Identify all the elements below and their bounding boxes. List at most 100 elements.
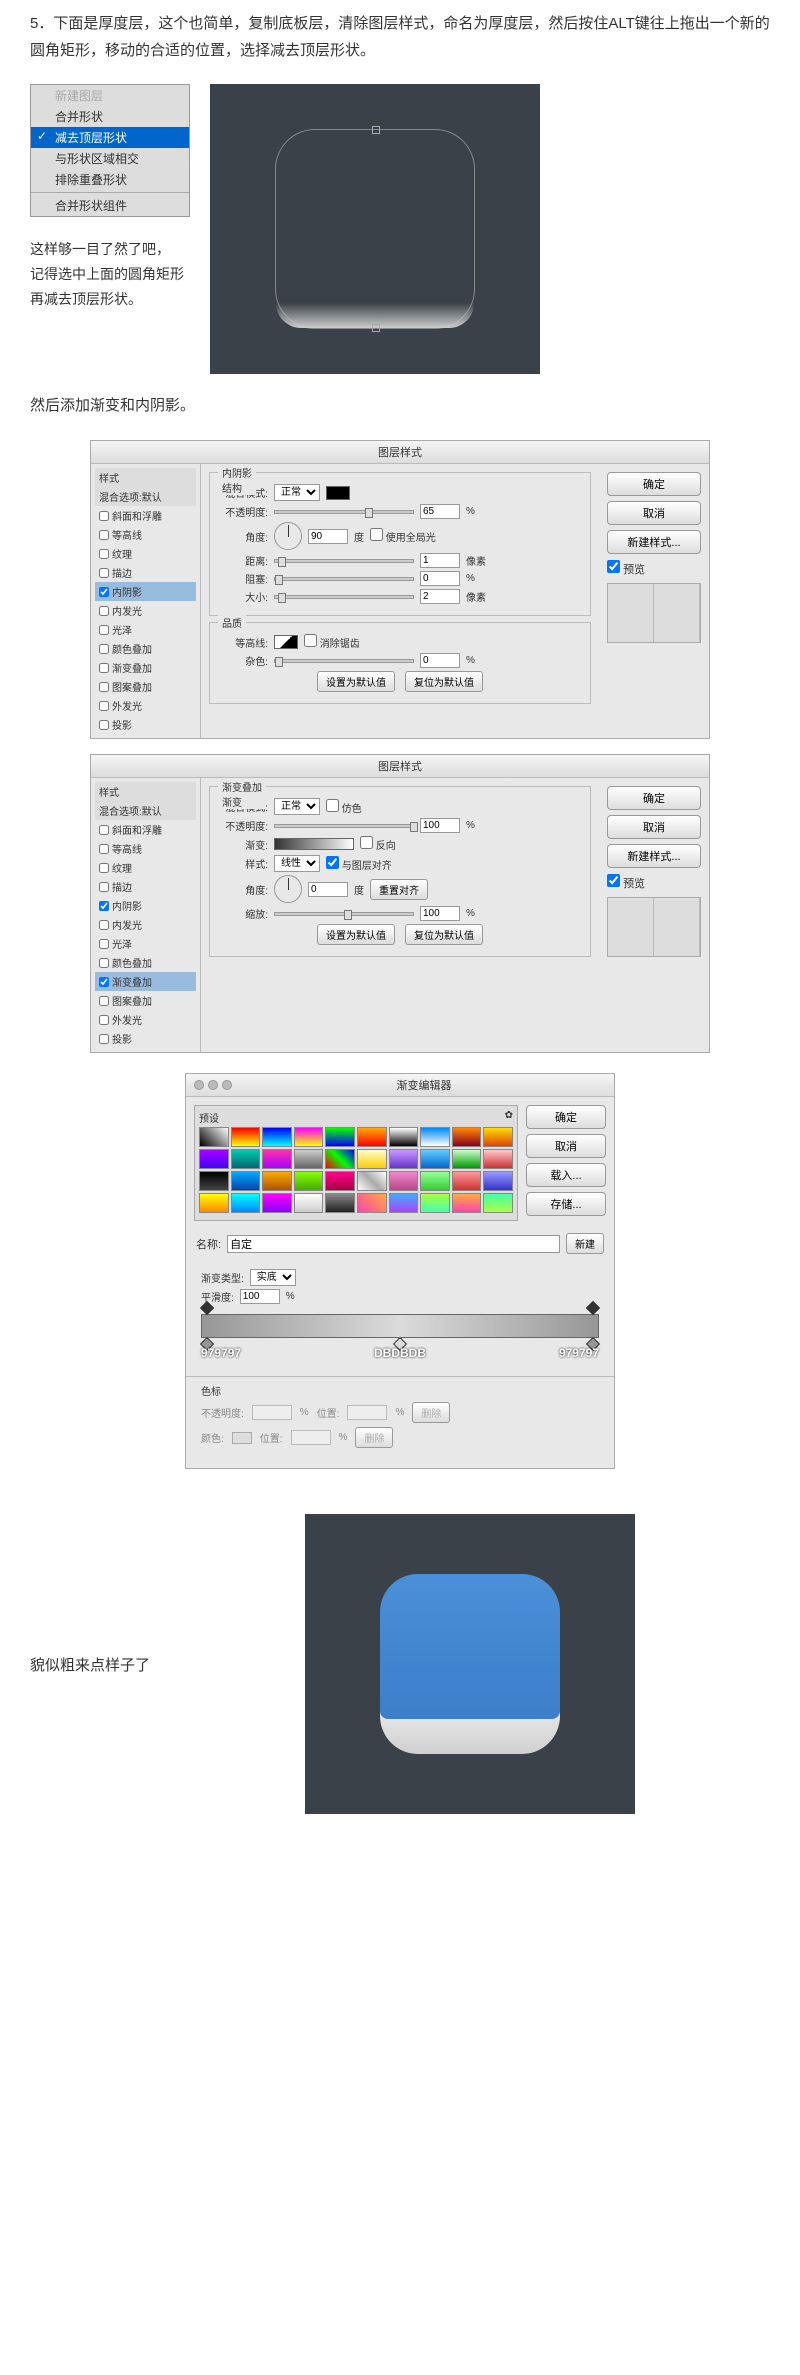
style-checkbox[interactable] [99,663,109,673]
set-default-button[interactable]: 设置为默认值 [317,671,395,692]
blend-mode-select[interactable]: 正常 [274,484,320,501]
angle-dial[interactable] [274,522,302,550]
preset-swatch[interactable] [483,1193,513,1213]
style-item[interactable]: 图案叠加 [95,991,196,1010]
style-checkbox[interactable] [99,825,109,835]
ok-button[interactable]: 确定 [607,472,701,496]
menu-merge-shapes[interactable]: 合并形状 [31,106,189,127]
style-checkbox[interactable] [99,958,109,968]
ok-button[interactable]: 确定 [526,1105,606,1129]
preset-swatch[interactable] [357,1193,387,1213]
preset-swatch[interactable] [231,1149,261,1169]
gradient-bar[interactable] [201,1314,599,1338]
cancel-button[interactable]: 取消 [607,501,701,525]
preset-swatch[interactable] [483,1171,513,1191]
save-button[interactable]: 存储... [526,1192,606,1216]
new-style-button[interactable]: 新建样式... [607,844,701,868]
style-item[interactable]: 外发光 [95,696,196,715]
style-item[interactable]: 内发光 [95,915,196,934]
preset-swatch[interactable] [325,1149,355,1169]
preset-swatch[interactable] [294,1193,324,1213]
preset-swatch[interactable] [483,1149,513,1169]
style-item[interactable]: 光泽 [95,934,196,953]
new-style-button[interactable]: 新建样式... [607,530,701,554]
gradient-picker[interactable] [274,838,354,850]
gradient-type-select[interactable]: 实底 [250,1269,296,1286]
distance-slider[interactable] [274,559,414,563]
scale-slider[interactable] [274,912,414,916]
preset-swatch[interactable] [420,1149,450,1169]
cancel-button[interactable]: 取消 [607,815,701,839]
size-input[interactable] [420,589,460,604]
contour-picker[interactable] [274,635,298,649]
style-checkbox[interactable] [99,568,109,578]
style-item[interactable]: 投影 [95,715,196,734]
menu-merge-components[interactable]: 合并形状组件 [31,195,189,216]
style-checkbox[interactable] [99,682,109,692]
style-item[interactable]: 渐变叠加 [95,658,196,677]
angle-input[interactable] [308,529,348,544]
noise-input[interactable] [420,653,460,668]
style-checkbox[interactable] [99,549,109,559]
preset-swatch[interactable] [357,1127,387,1147]
size-slider[interactable] [274,595,414,599]
distance-input[interactable] [420,553,460,568]
style-item[interactable]: 描边 [95,563,196,582]
preset-swatch[interactable] [262,1193,292,1213]
set-default-button[interactable]: 设置为默认值 [317,924,395,945]
preset-swatch[interactable] [452,1171,482,1191]
style-item[interactable]: 等高线 [95,525,196,544]
scale-input[interactable] [420,906,460,921]
style-checkbox[interactable] [99,939,109,949]
preset-swatch[interactable] [199,1193,229,1213]
style-item[interactable]: 内发光 [95,601,196,620]
style-checkbox[interactable] [99,996,109,1006]
menu-new-layer[interactable]: 新建图层 [31,85,189,106]
preset-swatch[interactable] [452,1149,482,1169]
preset-swatch[interactable] [294,1171,324,1191]
style-item[interactable]: 斜面和浮雕 [95,820,196,839]
angle-input[interactable] [308,882,348,897]
opacity-input[interactable] [420,818,460,833]
style-checkbox[interactable] [99,606,109,616]
preset-swatch[interactable] [262,1127,292,1147]
menu-intersect[interactable]: 与形状区域相交 [31,148,189,169]
style-checkbox[interactable] [99,901,109,911]
style-checkbox[interactable] [99,920,109,930]
preset-swatch[interactable] [231,1171,261,1191]
preset-swatch[interactable] [357,1171,387,1191]
style-checkbox[interactable] [99,882,109,892]
reset-default-button[interactable]: 复位为默认值 [405,924,483,945]
preset-swatch[interactable] [294,1149,324,1169]
style-checkbox[interactable] [99,720,109,730]
style-checkbox[interactable] [99,644,109,654]
opacity-slider[interactable] [274,824,414,828]
style-item[interactable]: 纹理 [95,858,196,877]
style-checkbox[interactable] [99,1034,109,1044]
style-item[interactable]: 光泽 [95,620,196,639]
preset-swatch[interactable] [325,1171,355,1191]
style-checkbox[interactable] [99,1015,109,1025]
preset-swatch[interactable] [325,1193,355,1213]
preset-swatch[interactable] [389,1193,419,1213]
choke-input[interactable] [420,571,460,586]
menu-exclude[interactable]: 排除重叠形状 [31,169,189,190]
shadow-color-swatch[interactable] [326,486,350,500]
new-gradient-button[interactable]: 新建 [566,1233,604,1254]
preset-swatch[interactable] [231,1127,261,1147]
style-checkbox[interactable] [99,844,109,854]
smoothness-input[interactable] [240,1289,280,1304]
preset-swatch[interactable] [452,1127,482,1147]
preset-swatch[interactable] [389,1127,419,1147]
style-checkbox[interactable] [99,530,109,540]
ok-button[interactable]: 确定 [607,786,701,810]
preset-swatch[interactable] [389,1171,419,1191]
gradient-style-select[interactable]: 线性 [274,855,320,872]
opacity-input[interactable] [420,504,460,519]
blend-mode-select[interactable]: 正常 [274,798,320,815]
style-item[interactable]: 描边 [95,877,196,896]
style-item[interactable]: 渐变叠加 [95,972,196,991]
preset-swatch[interactable] [483,1127,513,1147]
menu-subtract-front[interactable]: 减去顶层形状 [31,127,189,148]
style-item[interactable]: 外发光 [95,1010,196,1029]
